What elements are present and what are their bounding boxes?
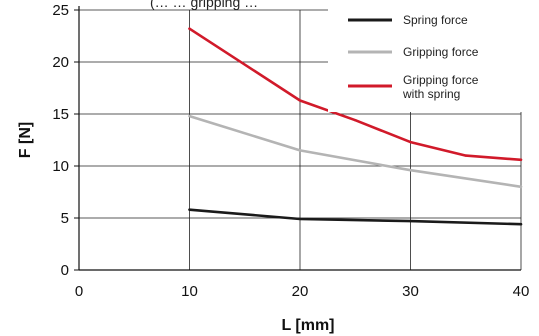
y-tick-label: 25 [52,2,69,19]
tick-labels: 0 5 10 15 20 25 0 10 20 30 40 [52,2,529,300]
series-line [188,114,523,189]
data-point [188,114,191,118]
series-2 [188,114,523,189]
y-tick-label: 5 [61,210,69,227]
series-1 [188,208,523,226]
data-point [188,27,191,30]
legend-label: Gripping force [403,45,479,59]
data-point [409,219,412,223]
legend-label: Gripping force [403,73,479,87]
legend-label: with spring [402,87,460,101]
x-tick-label: 40 [513,283,530,300]
y-axis-label: F [N] [17,122,34,158]
data-point [409,168,412,172]
series-line [188,27,523,162]
data-point [409,140,412,144]
series-layer [188,27,523,226]
y-tick-label: 10 [52,158,69,175]
chart-title: (… … gripping … [150,0,258,10]
axes [74,6,521,271]
data-point [298,149,302,152]
data-point [298,99,302,102]
y-tick-label: 15 [52,106,69,123]
data-point [519,223,523,226]
y-tick-label: 20 [52,54,69,71]
x-axis-label: L [mm] [281,317,334,334]
x-tick-label: 30 [402,283,419,300]
data-point [519,158,523,161]
data-point [298,217,302,221]
data-point [354,119,357,122]
data-point [464,154,467,157]
x-tick-label: 0 [75,283,83,300]
x-tick-label: 10 [181,283,198,300]
series-3 [188,27,523,162]
series-line [188,208,523,226]
x-tick-label: 20 [292,283,309,300]
y-tick-label: 0 [61,262,69,279]
legend: Spring force Gripping force Gripping force… [348,13,479,101]
data-point [188,208,191,211]
data-point [519,185,523,188]
legend-label: Spring force [403,13,468,27]
